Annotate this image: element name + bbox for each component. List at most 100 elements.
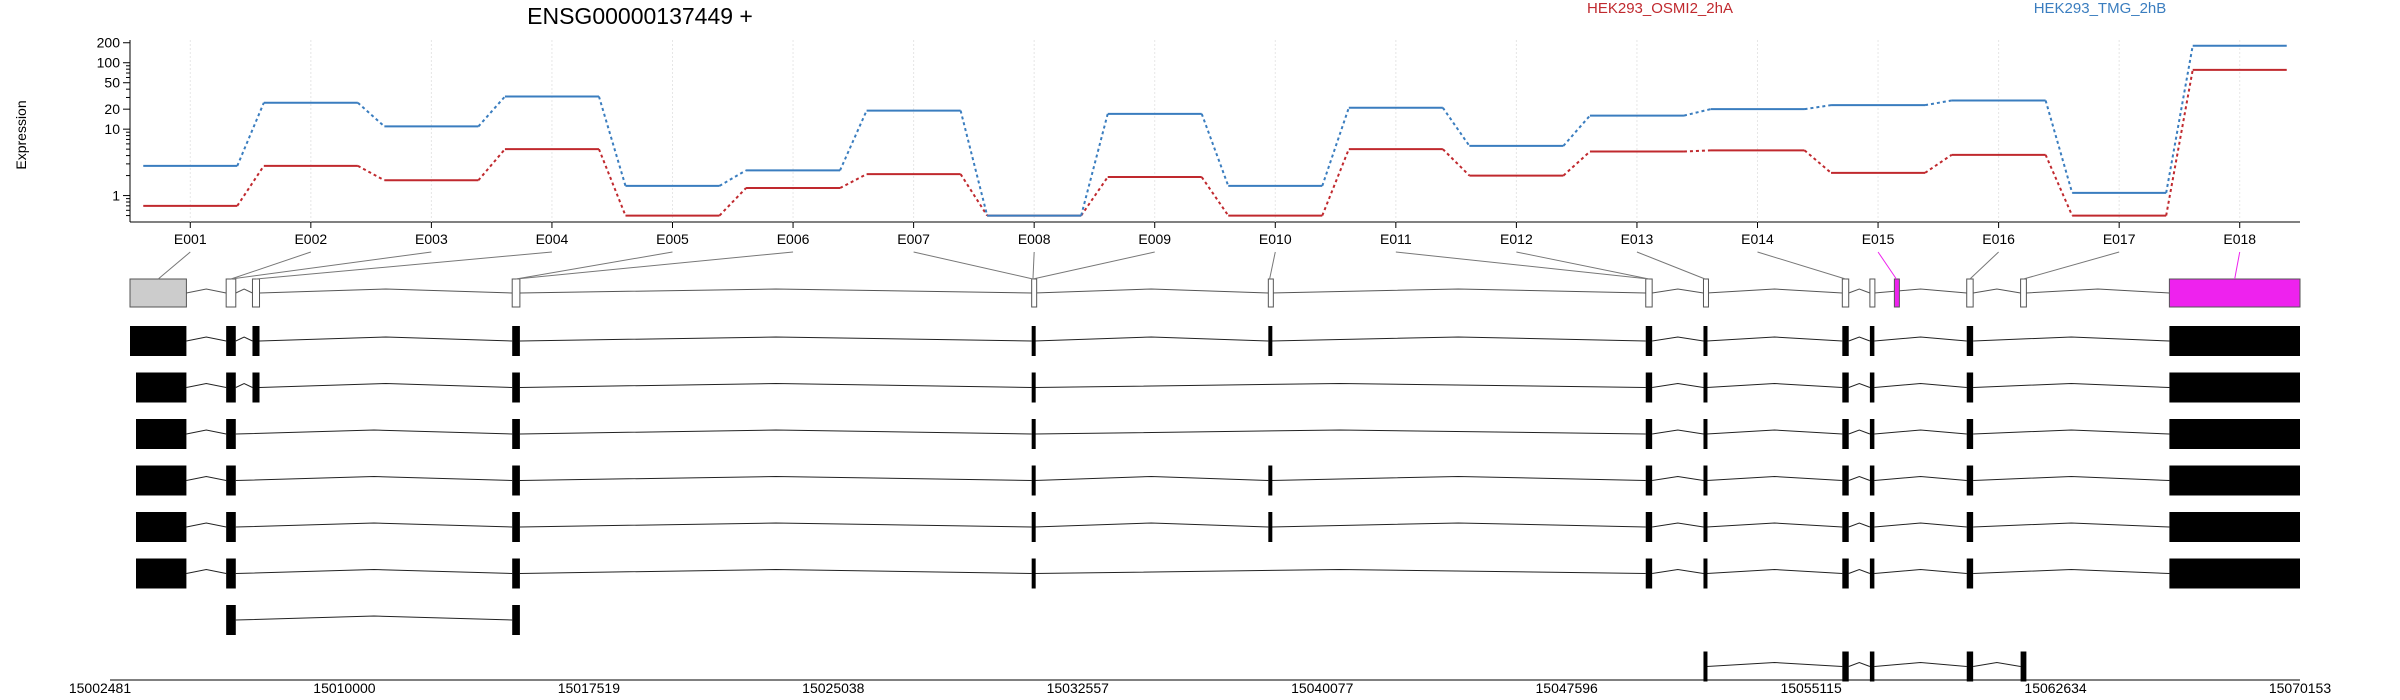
series-connector: [1080, 113, 1109, 216]
intron-line: [519, 475, 1032, 481]
transcript-exon: [1966, 372, 1974, 403]
expression-plot: E001 E002 E003 E004 E005 E006 E007 E008 E009 E010…: [97, 35, 2300, 247]
exon-tick-label: E002: [294, 231, 327, 247]
exon-tick-label: E016: [1982, 231, 2015, 247]
transcript-exon: [226, 372, 236, 403]
intron-line: [519, 382, 1032, 388]
transcript-exon: [252, 372, 260, 403]
intron-line: [1848, 288, 1871, 294]
genomic-tick-label: 15010000: [313, 680, 376, 696]
series-connector: [718, 187, 747, 217]
exon-leader-line: [1757, 251, 1846, 280]
exon-bin: [251, 278, 261, 308]
transcript-exon: [1268, 465, 1273, 496]
intron-line: [1874, 522, 1967, 528]
transcript-row: [130, 326, 2300, 356]
genomic-tick-label: 15047596: [1536, 680, 1599, 696]
series-connector: [357, 101, 386, 128]
transcript-row: [136, 465, 2300, 496]
y-tick-label: 50: [104, 75, 120, 91]
intron-line: [235, 615, 513, 621]
intron-line: [259, 288, 513, 294]
intron-line: [186, 336, 227, 342]
series-connector: [598, 96, 627, 187]
intron-line: [1034, 568, 1646, 574]
intron-line: [259, 336, 513, 342]
intron-line: [186, 429, 227, 435]
series-connector: [1683, 149, 1711, 153]
intron-line: [1706, 288, 1843, 294]
exon-leader-line: [230, 251, 432, 280]
intron-line: [1874, 336, 1967, 342]
intron-line: [259, 382, 513, 388]
series-connector: [477, 95, 506, 128]
intron-line: [1874, 661, 1967, 667]
intron-line: [1973, 475, 2170, 481]
intron-line: [186, 568, 227, 574]
series-connector: [1321, 107, 1350, 187]
transcript-exon: [136, 465, 187, 496]
exon-tick-label: E010: [1259, 231, 1292, 247]
series-connector: [1804, 104, 1832, 111]
exon-tick-label: E013: [1621, 231, 1654, 247]
y-axis-label: Expression: [13, 100, 29, 169]
exon-leader-line: [1269, 251, 1276, 280]
transcript-exon: [1966, 651, 1974, 682]
series-connector: [1924, 154, 1953, 174]
intron-line: [1848, 522, 1871, 528]
exon-bin: [1645, 278, 1653, 308]
exon-bin: [129, 278, 187, 308]
legend-label-tmg: HEK293_TMG_2hB: [2034, 0, 2167, 17]
transcript-exon: [512, 419, 520, 449]
genomic-tick-label: 15055115: [1780, 680, 1841, 696]
transcript-exon: [136, 372, 187, 403]
intron-line: [1652, 475, 1704, 481]
transcript-exon: [512, 605, 520, 635]
transcript-exon: [1842, 651, 1849, 682]
exon-tick-label: E018: [2223, 231, 2256, 247]
gene-model: 15002481 15010000 15017519 15025038 15032557…: [69, 251, 2331, 696]
genomic-tick-label: 15062634: [2024, 680, 2087, 696]
intron-line: [186, 382, 227, 388]
exon-tick-label: E006: [777, 231, 810, 247]
genomic-tick-label: 15017519: [558, 680, 621, 696]
exon-leader-line: [515, 251, 673, 280]
exon-bin: [1841, 278, 1850, 308]
transcript-exon: [226, 512, 236, 542]
transcript-exon: [1031, 558, 1036, 589]
series-connector: [2044, 100, 2074, 194]
exon-tick-label: E011: [1380, 231, 1412, 247]
intron-line: [1706, 336, 1843, 342]
transcript-exon: [512, 558, 520, 589]
series-connector: [959, 173, 988, 217]
intron-line: [1848, 475, 1871, 481]
transcript-exon: [1703, 512, 1708, 542]
series-connector: [236, 102, 265, 167]
exon-tick-label: E003: [415, 231, 448, 247]
series-connector: [719, 169, 747, 187]
intron-line: [1874, 382, 1967, 388]
intron-line: [1848, 382, 1871, 388]
transcript-exon: [1645, 512, 1653, 542]
genomic-tick-label: 15032557: [1047, 680, 1110, 696]
exon-bin: [511, 278, 521, 308]
transcript-exon: [2169, 419, 2300, 449]
exon-bin: [1031, 278, 1038, 308]
intron-line: [235, 568, 513, 574]
exon-leader-line: [2234, 251, 2241, 280]
series-connector: [2165, 69, 2194, 216]
transcript-exon: [1869, 651, 1875, 682]
intron-line: [1270, 288, 1646, 294]
intron-line: [1848, 568, 1871, 574]
series-connector: [839, 173, 868, 189]
transcript-exon: [1869, 419, 1875, 449]
transcript-exon: [2020, 651, 2027, 682]
exon-tick-label: E008: [1018, 231, 1051, 247]
exon-leader-line: [1636, 251, 1706, 280]
y-tick-label: 10: [104, 121, 120, 137]
intron-line: [1973, 382, 2170, 388]
exon-leader-line: [157, 251, 191, 280]
intron-line: [1874, 288, 1967, 294]
intron-line: [186, 288, 227, 294]
transcript-exon: [226, 326, 236, 356]
